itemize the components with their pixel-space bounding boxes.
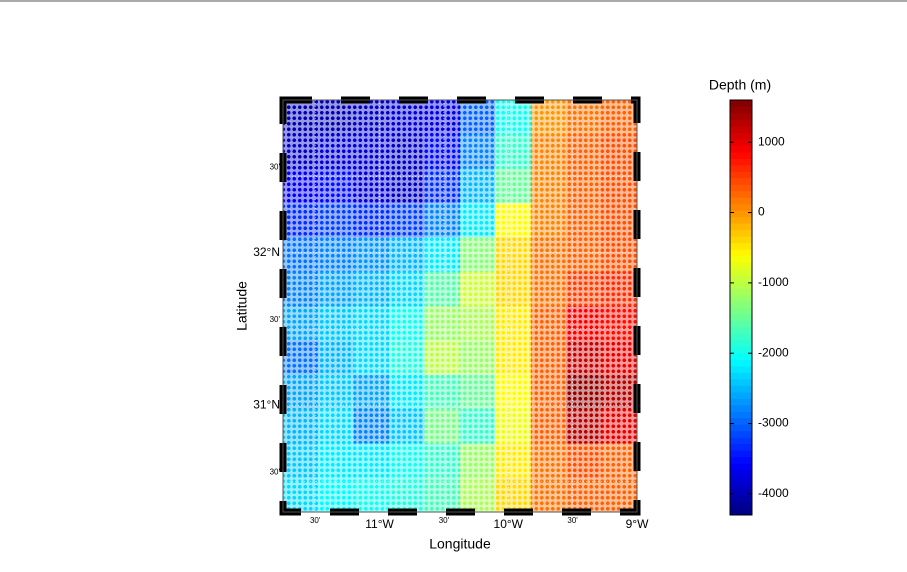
colorbar-tick-label: 1000 bbox=[758, 134, 785, 148]
y-tick-label: 32°N bbox=[253, 245, 280, 259]
colorbar-step bbox=[730, 378, 752, 386]
colorbar-step bbox=[730, 275, 752, 283]
colorbar-step bbox=[730, 145, 752, 153]
colorbar-step bbox=[730, 326, 752, 334]
colorbar-step bbox=[730, 307, 752, 315]
colorbar-step bbox=[730, 385, 752, 393]
grid bbox=[283, 100, 638, 512]
colorbar-step bbox=[730, 125, 752, 133]
colorbar-step bbox=[730, 489, 752, 497]
colorbar-step bbox=[730, 443, 752, 451]
colorbar-step bbox=[730, 158, 752, 166]
colorbar-step bbox=[730, 333, 752, 341]
colorbar-step bbox=[730, 190, 752, 198]
colorbar-step bbox=[730, 262, 752, 270]
colorbar-step bbox=[730, 339, 752, 347]
colorbar-tick-label: -1000 bbox=[758, 275, 789, 289]
y-axis-label: Latitude bbox=[234, 281, 250, 331]
y-tick-label: 30' bbox=[270, 162, 281, 171]
colorbar-step bbox=[730, 346, 752, 354]
colorbar-step bbox=[730, 417, 752, 425]
x-tick-label: 30' bbox=[567, 516, 578, 525]
y-tick-label: 31°N bbox=[253, 397, 280, 411]
colorbar-step bbox=[730, 236, 752, 244]
colorbar-step bbox=[730, 229, 752, 237]
colorbar-step bbox=[730, 203, 752, 211]
map-frame-inner bbox=[282, 99, 638, 513]
colorbar-step bbox=[730, 476, 752, 484]
colorbar-step bbox=[730, 411, 752, 419]
colorbar-step bbox=[730, 430, 752, 438]
colorbar-step bbox=[730, 184, 752, 192]
colorbar-step bbox=[730, 112, 752, 120]
tick-labels: 30' 11°W 30' 10°W 30' 9°W 30' 31°N 30' 32°N 30' bbox=[253, 162, 649, 531]
colorbar-step bbox=[730, 119, 752, 127]
colorbar-step bbox=[730, 437, 752, 445]
colorbar-step bbox=[730, 177, 752, 185]
colorbar-step bbox=[730, 365, 752, 373]
colorbar-tick-label: 0 bbox=[758, 205, 765, 219]
colorbar-step bbox=[730, 391, 752, 399]
colorbar-step bbox=[730, 482, 752, 490]
x-tick-label: 10°W bbox=[494, 517, 524, 531]
colorbar-step bbox=[730, 404, 752, 412]
x-tick-label: 30' bbox=[439, 516, 450, 525]
colorbar-step bbox=[730, 210, 752, 218]
colorbar-step bbox=[730, 100, 752, 107]
x-tick-label: 9°W bbox=[626, 517, 649, 531]
colorbar-step bbox=[730, 450, 752, 458]
colorbar-step bbox=[730, 352, 752, 360]
colorbar-step bbox=[730, 320, 752, 328]
colorbar-step bbox=[730, 372, 752, 380]
y-tick-label: 30' bbox=[270, 315, 281, 324]
colorbar-step bbox=[730, 106, 752, 114]
colorbar: -4000 -3000 -2000 -1000 0 1000 bbox=[729, 99, 789, 516]
colorbar-step bbox=[730, 171, 752, 179]
colorbar-frame bbox=[729, 99, 753, 516]
colorbar-step bbox=[730, 359, 752, 367]
colorbar-step bbox=[730, 508, 752, 516]
colorbar-step bbox=[730, 249, 752, 257]
colorbar-step bbox=[730, 495, 752, 503]
colorbar-title: Depth (m) bbox=[709, 77, 771, 93]
colorbar-tick-label: -3000 bbox=[758, 416, 789, 430]
colorbar-tick-label: -4000 bbox=[758, 486, 789, 500]
colorbar-step bbox=[730, 164, 752, 172]
x-tick-label: 30' bbox=[310, 516, 321, 525]
y-tick-label: 30' bbox=[270, 468, 281, 477]
x-tick-label: 11°W bbox=[365, 517, 394, 531]
colorbar-step bbox=[730, 281, 752, 289]
colorbar-step bbox=[730, 398, 752, 406]
x-axis-label: Longitude bbox=[429, 536, 491, 552]
colorbar-step bbox=[730, 197, 752, 205]
colorbar-step bbox=[730, 313, 752, 321]
colorbar-step bbox=[730, 242, 752, 250]
colorbar-step bbox=[730, 132, 752, 140]
colorbar-step bbox=[730, 456, 752, 464]
colorbar-step bbox=[730, 463, 752, 471]
colorbar-step bbox=[730, 255, 752, 263]
dot-overlay bbox=[283, 100, 637, 512]
colorbar-step bbox=[730, 288, 752, 296]
colorbar-step bbox=[730, 301, 752, 308]
colorbar-step bbox=[730, 469, 752, 477]
colorbar-step bbox=[730, 502, 752, 510]
colorbar-step bbox=[730, 294, 752, 302]
colorbar-step bbox=[730, 216, 752, 224]
colorbar-step bbox=[730, 424, 752, 432]
colorbar-step bbox=[730, 138, 752, 146]
colorbar-tick-label: -2000 bbox=[758, 345, 789, 359]
colorbar-step bbox=[730, 268, 752, 276]
colorbar-step bbox=[730, 151, 752, 159]
colorbar-step bbox=[730, 223, 752, 231]
